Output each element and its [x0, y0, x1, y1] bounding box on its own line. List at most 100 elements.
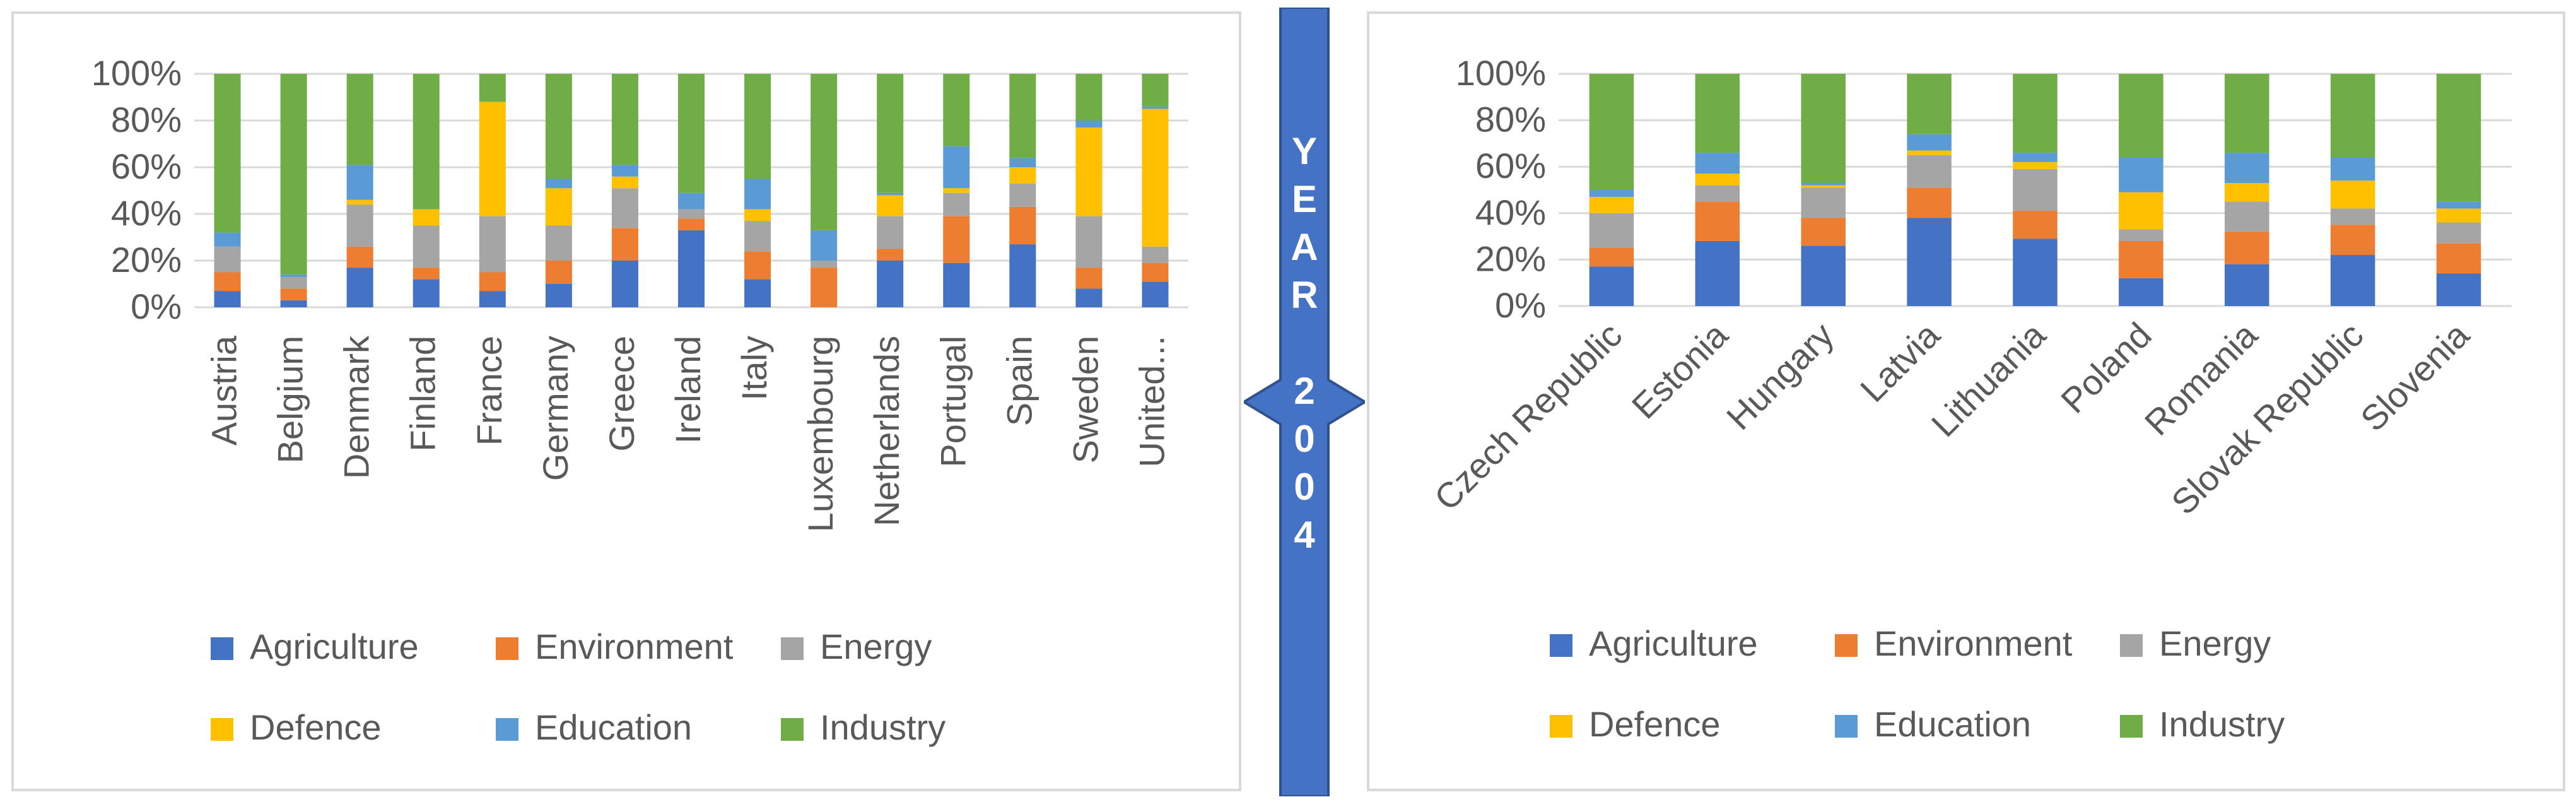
- bar-energy-denmark: [346, 204, 373, 247]
- legend-swatch: [781, 637, 804, 660]
- year-divider-shape: [1244, 8, 1365, 796]
- bar-energy-sweden: [1075, 216, 1103, 268]
- bar-education-luxembourg: [811, 230, 838, 261]
- bar-environment-czech-republic: [1589, 248, 1634, 267]
- x-tick-label: Portugal: [933, 336, 973, 468]
- bar-agriculture-slovak-republic: [2330, 255, 2375, 306]
- bar-industry-finland: [413, 74, 440, 209]
- bar-defence-czech-republic: [1589, 197, 1634, 213]
- legend-label: Agriculture: [1589, 623, 1758, 663]
- bar-environment-sweden: [1075, 268, 1103, 289]
- bar-defence-slovenia: [2436, 208, 2481, 223]
- bar-education-romania: [2225, 153, 2269, 183]
- bar-environment-spain: [1009, 206, 1036, 245]
- bar-education-united: [1142, 106, 1169, 109]
- y-tick-label: 0%: [1495, 285, 1546, 325]
- legend-label: Agriculture: [250, 627, 419, 666]
- bar-industry-austria: [214, 74, 241, 233]
- bar-energy-latvia: [1907, 155, 1952, 188]
- bar-education-czech-republic: [1589, 190, 1634, 198]
- year-letter: 0: [1294, 466, 1315, 508]
- bar-energy-estonia: [1695, 185, 1740, 202]
- bar-education-ireland: [677, 192, 705, 209]
- bar-industry-lithuania: [2013, 74, 2058, 153]
- bar-industry-greece: [611, 74, 638, 165]
- legend-label: Environment: [1874, 623, 2073, 663]
- bar-environment-greece: [611, 228, 638, 261]
- chart-panel-eu15: 0% 20% 40% 60% 80% 100% Austria Belgium Denmark F…: [11, 11, 1241, 791]
- legend-item-industry: Industry: [2120, 704, 2285, 744]
- legend-swatch: [211, 637, 233, 660]
- bar-agriculture-sweden: [1075, 288, 1103, 307]
- chart-panel-2004-accession: 0% 20% 40% 60% 80% 100% Czech Republic Estonia H…: [1367, 11, 2565, 791]
- legend-item-energy: Energy: [781, 627, 932, 666]
- legend-swatch: [1550, 634, 1572, 657]
- x-tick-label: Denmark: [337, 335, 377, 479]
- x-tick-label: Greece: [602, 336, 641, 452]
- bar-defence-germany: [545, 188, 572, 226]
- legend-item-education: Education: [496, 707, 692, 747]
- bar-environment-portugal: [943, 216, 970, 263]
- bar-agriculture-united: [1142, 281, 1169, 307]
- bar-agriculture-portugal: [943, 262, 970, 307]
- legend-swatch: [781, 718, 804, 741]
- x-tick-label: Czech Republic: [1427, 315, 1630, 518]
- bar-industry-hungary: [1801, 74, 1846, 183]
- bar-education-italy: [744, 179, 771, 209]
- legend-label: Environment: [535, 627, 734, 666]
- bar-energy-italy: [744, 221, 771, 252]
- bar-agriculture-greece: [611, 261, 638, 307]
- x-tick-label: Sweden: [1065, 336, 1105, 463]
- bar-defence-slovak-republic: [2330, 180, 2375, 209]
- bar-industry-czech-republic: [1589, 74, 1634, 190]
- bar-energy-belgium: [280, 276, 307, 289]
- bar-defence-hungary: [1801, 185, 1846, 188]
- bar-environment-italy: [744, 251, 771, 280]
- year-letter: 2: [1294, 370, 1315, 412]
- bar-energy-netherlands: [877, 216, 904, 249]
- bar-education-sweden: [1075, 121, 1103, 128]
- bar-industry-france: [479, 74, 506, 102]
- bar-defence-netherlands: [877, 195, 904, 216]
- y-tick-label: 60%: [1475, 146, 1546, 186]
- x-tick-label: Belgium: [271, 336, 310, 463]
- bar-environment-belgium: [280, 288, 307, 300]
- bar-defence-france: [479, 102, 506, 216]
- bar-industry-belgium: [280, 74, 307, 275]
- bar-education-estonia: [1695, 153, 1740, 174]
- bar-education-greece: [611, 165, 638, 177]
- x-tick-label: France: [469, 336, 509, 445]
- bar-energy-lithuania: [2013, 168, 2058, 211]
- bar-environment-germany: [545, 261, 572, 284]
- x-tick-label: Hungary: [1719, 315, 1841, 437]
- year-letter: 0: [1294, 418, 1315, 460]
- bar-education-latvia: [1907, 134, 1952, 151]
- x-tick-label: Germany: [536, 336, 575, 481]
- y-tick-label: 100%: [91, 53, 182, 93]
- x-tick-label: Slovenia: [2353, 314, 2477, 439]
- bar-environment-netherlands: [877, 249, 904, 261]
- bar-education-lithuania: [2013, 153, 2058, 162]
- bar-industry-romania: [2225, 74, 2269, 153]
- bar-industry-poland: [2119, 74, 2163, 158]
- bar-defence-lithuania: [2013, 162, 2058, 169]
- bar-agriculture-ireland: [677, 230, 705, 307]
- bar-education-austria: [214, 232, 241, 247]
- bar-defence-latvia: [1907, 150, 1952, 155]
- bar-environment-slovak-republic: [2330, 225, 2375, 256]
- y-tick-label: 80%: [1475, 100, 1546, 139]
- bar-education-slovak-republic: [2330, 157, 2375, 181]
- bar-agriculture-netherlands: [877, 261, 904, 307]
- bar-agriculture-finland: [413, 279, 440, 307]
- bar-agriculture-poland: [2119, 278, 2163, 306]
- bar-environment-united: [1142, 262, 1169, 282]
- bar-industry-united: [1142, 74, 1169, 107]
- bar-industry-spain: [1009, 74, 1036, 158]
- bar-industry-italy: [744, 74, 771, 179]
- bar-environment-poland: [2119, 240, 2163, 278]
- bar-defence-greece: [611, 176, 638, 189]
- y-tick-label: 40%: [1475, 192, 1546, 232]
- bar-agriculture-slovenia: [2436, 273, 2481, 306]
- legend-label: Education: [1874, 704, 2031, 744]
- bar-energy-luxembourg: [811, 261, 838, 268]
